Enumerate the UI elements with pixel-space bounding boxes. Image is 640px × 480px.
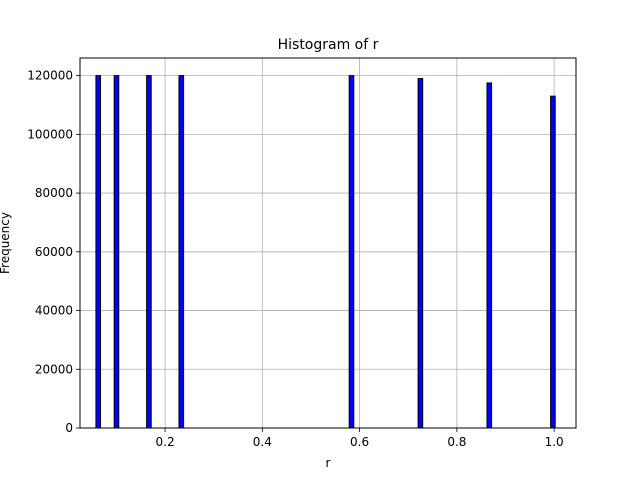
x-tick-label: 0.8 bbox=[447, 435, 466, 449]
x-tick-label: 0.2 bbox=[156, 435, 175, 449]
x-axis-ticks: 0.2 0.4 0.6 0.8 1.0 bbox=[156, 428, 564, 449]
plot-area bbox=[80, 58, 576, 428]
histogram-bars bbox=[95, 75, 556, 429]
histogram-bar bbox=[417, 78, 424, 429]
histogram-bar bbox=[113, 75, 120, 429]
y-tick-label: 100000 bbox=[27, 127, 73, 141]
y-tick-label: 0 bbox=[65, 421, 73, 435]
x-tick-label: 1.0 bbox=[545, 435, 564, 449]
y-axis-ticks: 0 20000 40000 60000 80000 100000 120000 bbox=[27, 69, 80, 435]
grid-lines bbox=[80, 58, 576, 429]
y-tick-label: 20000 bbox=[35, 362, 73, 376]
histogram-bar bbox=[146, 75, 152, 429]
y-tick-label: 80000 bbox=[35, 186, 73, 200]
y-tick-label: 40000 bbox=[35, 304, 73, 318]
chart-title: Histogram of r bbox=[278, 37, 379, 53]
x-tick-label: 0.4 bbox=[253, 435, 272, 449]
histogram-bar bbox=[95, 75, 102, 429]
y-tick-label: 60000 bbox=[35, 245, 73, 259]
y-axis-title: Frequency bbox=[0, 212, 12, 274]
plot-frame bbox=[79, 57, 577, 429]
histogram-bar bbox=[348, 75, 355, 429]
x-axis-title: r bbox=[326, 456, 331, 470]
x-tick-label: 0.6 bbox=[350, 435, 369, 449]
histogram-bar bbox=[486, 82, 493, 429]
histogram-bar bbox=[178, 75, 185, 429]
y-tick-label: 120000 bbox=[27, 69, 73, 83]
histogram-bar bbox=[550, 95, 556, 429]
